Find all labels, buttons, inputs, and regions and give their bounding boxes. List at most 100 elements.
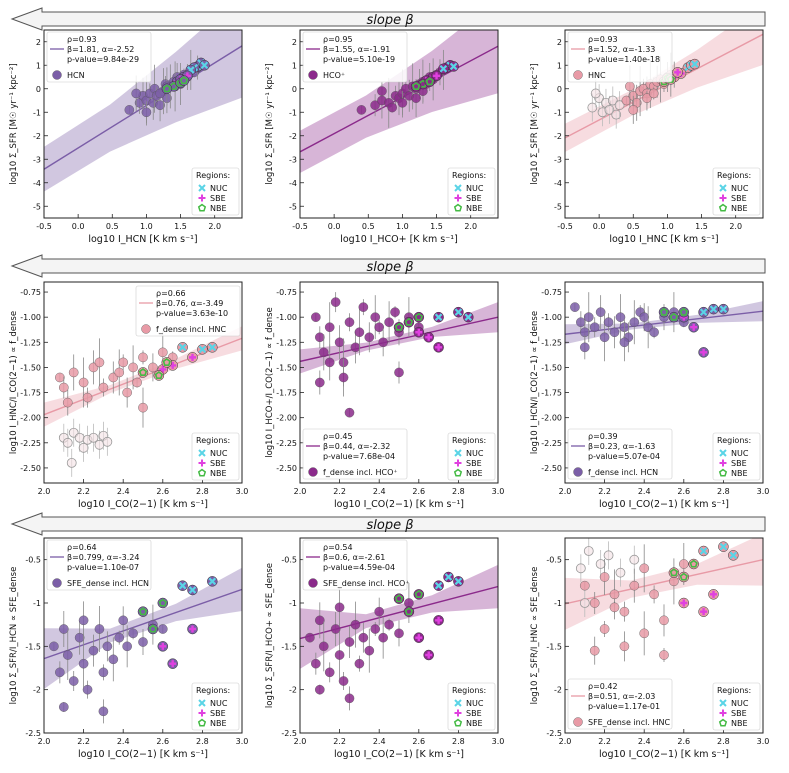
legend-series-swatch <box>308 467 318 477</box>
y-tick-label: -2 <box>33 132 41 141</box>
data-point <box>62 397 73 408</box>
regions-item-label: SBE <box>210 194 226 203</box>
regions-item-label: SBE <box>466 194 482 203</box>
slope-banner: slope β <box>10 254 766 278</box>
data-point-faint <box>575 563 586 574</box>
data-point <box>334 650 345 660</box>
nuc-marker <box>449 62 458 71</box>
x-tick-label: 2.8 <box>452 737 465 746</box>
x-tick-label: 1.5 <box>430 222 443 231</box>
data-point <box>580 342 590 353</box>
y-axis-label: log10 Σ_SFR [M☉ yr⁻¹ kpc⁻²] <box>9 63 19 184</box>
data-point <box>583 312 594 322</box>
legend-stat: p-value=1.40e-18 <box>588 55 660 64</box>
data-point <box>155 100 165 110</box>
x-axis-label: log10 I_CO(2−1) [K km s⁻¹] <box>599 499 729 510</box>
legend-series-label: HCO⁺ <box>323 71 345 80</box>
regions-item-label: SBE <box>731 459 747 468</box>
data-point <box>625 81 635 92</box>
data-point <box>384 619 394 630</box>
regions-item-label: NUC <box>731 699 749 708</box>
x-tick-label: 3.0 <box>492 737 505 746</box>
data-point <box>619 337 630 348</box>
legend-stat: β=0.799, α=-3.24 <box>67 553 139 562</box>
data-point <box>603 317 614 328</box>
regions-nuc-swatch <box>454 449 462 457</box>
data-point <box>311 658 321 669</box>
y-tick-label: -2.5 <box>25 729 41 738</box>
legend-stat: p-value=7.68e-04 <box>323 452 395 461</box>
data-point <box>589 598 600 608</box>
data-point <box>148 362 158 373</box>
panel-1-0: 2.0 2.2 2.4 2.6 2.8 3.0 -2.50 -2.25 -2.00 -1.75 -1… <box>9 281 249 510</box>
data-point <box>599 572 610 582</box>
nbe-marker <box>411 82 421 90</box>
data-point <box>629 580 640 591</box>
legend-box <box>46 31 152 83</box>
stats-legend: ρ=0.45β=0.44, α=-2.32p-value=7.68e-04 f_d… <box>302 428 408 480</box>
regions-nbe-swatch <box>197 468 207 477</box>
slope-banner: slope β <box>10 512 766 536</box>
y-tick-label: -2 <box>554 686 562 695</box>
data-point <box>314 684 325 695</box>
regions-item-label: NUC <box>466 449 484 458</box>
nuc-marker <box>709 305 718 313</box>
sbe-marker <box>159 365 167 373</box>
data-point <box>338 676 349 686</box>
x-tick-label: 2.4 <box>638 737 651 746</box>
nuc-marker <box>434 581 443 590</box>
x-tick-label: 3.0 <box>236 487 249 496</box>
x-tick-label: 2.2 <box>333 487 346 496</box>
panel-1-2: 2.0 2.2 2.4 2.6 2.8 3.0 -2.50 -2.25 -2.00 -1.75 -1… <box>530 281 769 510</box>
regions-item-label: NBE <box>731 204 748 213</box>
regions-nuc-swatch <box>454 699 462 707</box>
data-point-faint <box>102 436 113 447</box>
nbe-marker <box>162 84 172 93</box>
y-tick-label: -1.75 <box>541 389 562 398</box>
y-tick-label: -2.5 <box>546 729 562 738</box>
x-tick-label: 0.5 <box>627 222 640 231</box>
sbe-marker <box>189 625 196 633</box>
regions-sbe-swatch <box>719 459 727 467</box>
y-tick-label: -2.00 <box>541 414 562 423</box>
regions-item-label: NBE <box>210 469 227 478</box>
legend-series-label: SFE_dense incl. HCN <box>67 579 149 588</box>
legend-stat: p-value=3.63e-10 <box>156 309 228 318</box>
data-point <box>364 332 375 343</box>
nuc-marker <box>439 64 448 73</box>
data-point <box>629 317 640 328</box>
legend-series-label: SFE_dense incl. HNC <box>588 718 670 727</box>
regions-nbe-swatch <box>718 468 728 477</box>
regions-box <box>712 432 761 481</box>
axes-frame <box>43 29 243 219</box>
legend-series-swatch <box>573 467 583 477</box>
legend-stat: β=1.81, α=-2.52 <box>67 45 134 54</box>
legend-stat: p-value=1.17e-01 <box>588 702 660 711</box>
banner-label: slope β <box>366 518 413 533</box>
y-tick-label: -1 <box>33 599 41 608</box>
sbe-marker <box>189 353 196 361</box>
y-tick-label: -3 <box>554 155 562 164</box>
regions-item-label: SBE <box>210 709 226 718</box>
sbe-marker <box>425 651 433 659</box>
data-point <box>334 602 345 613</box>
x-tick-label: 2.4 <box>373 487 386 496</box>
x-axis-label: log10 I_CO(2−1) [K km s⁻¹] <box>599 749 729 760</box>
regions-nbe-swatch <box>197 203 207 212</box>
x-tick-label: 2.0 <box>208 222 221 231</box>
nbe-marker <box>394 594 404 603</box>
legend-box <box>567 678 673 730</box>
legend-box <box>302 31 408 83</box>
nuc-marker <box>178 581 187 590</box>
data-point <box>118 615 128 626</box>
data-point <box>350 619 361 630</box>
data-point <box>411 93 421 103</box>
nbe-marker <box>679 307 688 316</box>
data-point <box>621 95 632 106</box>
data-point <box>639 563 650 574</box>
x-tick-label: 2.4 <box>373 737 386 746</box>
data-point <box>378 337 388 348</box>
y-tick-label: 1 <box>292 61 297 70</box>
